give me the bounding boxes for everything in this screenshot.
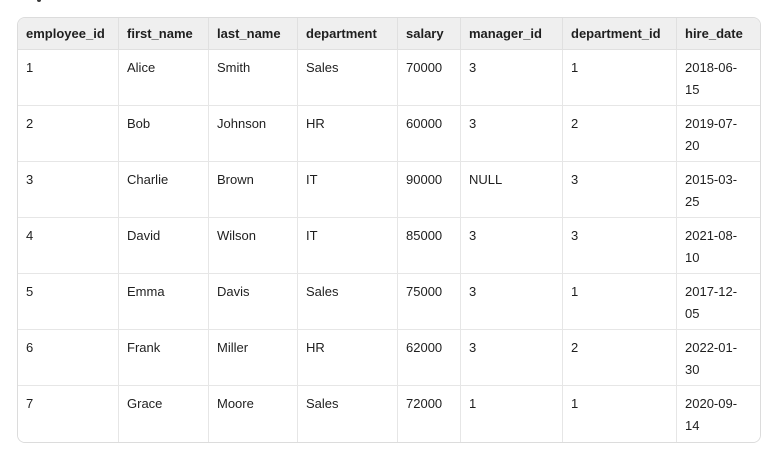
table-cell: NULL [461, 162, 563, 218]
table-cell: 3 [563, 218, 677, 274]
table-row: 5 Emma Davis Sales 75000 3 1 2017-12-05 [18, 274, 760, 330]
table-row: 6 Frank Miller HR 62000 3 2 2022-01-30 [18, 330, 760, 386]
employees-table: employee_id first_name last_name department… [18, 18, 760, 442]
table-cell: Alice [119, 50, 209, 106]
column-header: hire_date [677, 18, 760, 50]
employees-table-container: employee_id first_name last_name department… [17, 17, 761, 443]
table-row: 1 Alice Smith Sales 70000 3 1 2018-06-15 [18, 50, 760, 106]
table-cell: 1 [563, 50, 677, 106]
table-cell: Bob [119, 106, 209, 162]
table-cell: 1 [563, 386, 677, 442]
table-cell: 3 [461, 50, 563, 106]
table-cell: 2015-03-25 [677, 162, 760, 218]
column-header: department_id [563, 18, 677, 50]
table-row: 7 Grace Moore Sales 72000 1 1 2020-09-14 [18, 386, 760, 442]
table-cell: 1 [563, 274, 677, 330]
table-cell: 1 [461, 386, 563, 442]
table-cell: 2020-09-14 [677, 386, 760, 442]
table-cell: Sales [298, 50, 398, 106]
table-cell: 3 [461, 218, 563, 274]
table-cell: Miller [209, 330, 298, 386]
table-cell: HR [298, 106, 398, 162]
table-cell: Charlie [119, 162, 209, 218]
header-row: employee_id first_name last_name department… [18, 18, 760, 50]
table-cell: 2018-06-15 [677, 50, 760, 106]
table-cell: 5 [18, 274, 119, 330]
table-cell: 3 [461, 274, 563, 330]
table-cell: 60000 [398, 106, 461, 162]
table-cell: 1 [18, 50, 119, 106]
table-cell: 72000 [398, 386, 461, 442]
table-cell: 2022-01-30 [677, 330, 760, 386]
table-cell: Wilson [209, 218, 298, 274]
table-cell: 85000 [398, 218, 461, 274]
clipped-text-artifact [37, 0, 41, 2]
table-cell: 3 [461, 106, 563, 162]
column-header: salary [398, 18, 461, 50]
table-row: 4 David Wilson IT 85000 3 3 2021-08-10 [18, 218, 760, 274]
table-row: 2 Bob Johnson HR 60000 3 2 2019-07-20 [18, 106, 760, 162]
table-cell: Sales [298, 274, 398, 330]
table-cell: 70000 [398, 50, 461, 106]
table-cell: 4 [18, 218, 119, 274]
column-header: department [298, 18, 398, 50]
table-cell: 7 [18, 386, 119, 442]
column-header: employee_id [18, 18, 119, 50]
table-cell: 2019-07-20 [677, 106, 760, 162]
table-cell: HR [298, 330, 398, 386]
table-body: 1 Alice Smith Sales 70000 3 1 2018-06-15 2 Bob Joh… [18, 50, 760, 442]
table-cell: 6 [18, 330, 119, 386]
column-header: manager_id [461, 18, 563, 50]
table-cell: 2 [18, 106, 119, 162]
table-cell: 2 [563, 106, 677, 162]
table-cell: IT [298, 162, 398, 218]
table-cell: Emma [119, 274, 209, 330]
table-cell: Smith [209, 50, 298, 106]
table-cell: Johnson [209, 106, 298, 162]
table-cell: David [119, 218, 209, 274]
table-cell: 62000 [398, 330, 461, 386]
column-header: last_name [209, 18, 298, 50]
table-cell: 2021-08-10 [677, 218, 760, 274]
table-cell: 2017-12-05 [677, 274, 760, 330]
table-cell: 3 [18, 162, 119, 218]
table-cell: Brown [209, 162, 298, 218]
table-cell: 90000 [398, 162, 461, 218]
table-cell: Grace [119, 386, 209, 442]
table-cell: 2 [563, 330, 677, 386]
column-header: first_name [119, 18, 209, 50]
table-cell: 3 [461, 330, 563, 386]
table-cell: Davis [209, 274, 298, 330]
table-cell: Moore [209, 386, 298, 442]
table-cell: Sales [298, 386, 398, 442]
table-cell: 3 [563, 162, 677, 218]
table-cell: Frank [119, 330, 209, 386]
table-cell: IT [298, 218, 398, 274]
table-cell: 75000 [398, 274, 461, 330]
table-row: 3 Charlie Brown IT 90000 NULL 3 2015-03-25 [18, 162, 760, 218]
